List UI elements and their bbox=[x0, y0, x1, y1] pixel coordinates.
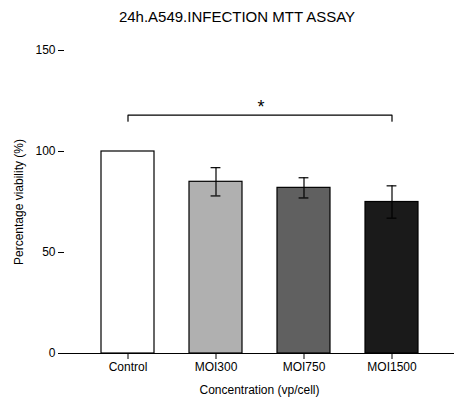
html-text:24h.A549.INFECTION MTT ASSAY: 24h.A549.INFECTION MTT ASSAY bbox=[118, 8, 356, 25]
svg-text:100: 100 bbox=[35, 144, 55, 158]
svg-text:MOI1500: MOI1500 bbox=[367, 360, 417, 374]
svg-text:MOI300: MOI300 bbox=[195, 360, 238, 374]
svg-text:50: 50 bbox=[42, 245, 56, 259]
svg-text:0: 0 bbox=[49, 346, 56, 360]
svg-text:Control: Control bbox=[109, 360, 148, 374]
svg-text:MOI750: MOI750 bbox=[283, 360, 326, 374]
svg-text:150: 150 bbox=[35, 43, 55, 57]
svg-text:Concentration (vp/cell): Concentration (vp/cell) bbox=[199, 383, 319, 397]
svg-text:Percentage viability (%): Percentage viability (%) bbox=[12, 139, 26, 265]
svg-text:*: * bbox=[257, 97, 264, 117]
